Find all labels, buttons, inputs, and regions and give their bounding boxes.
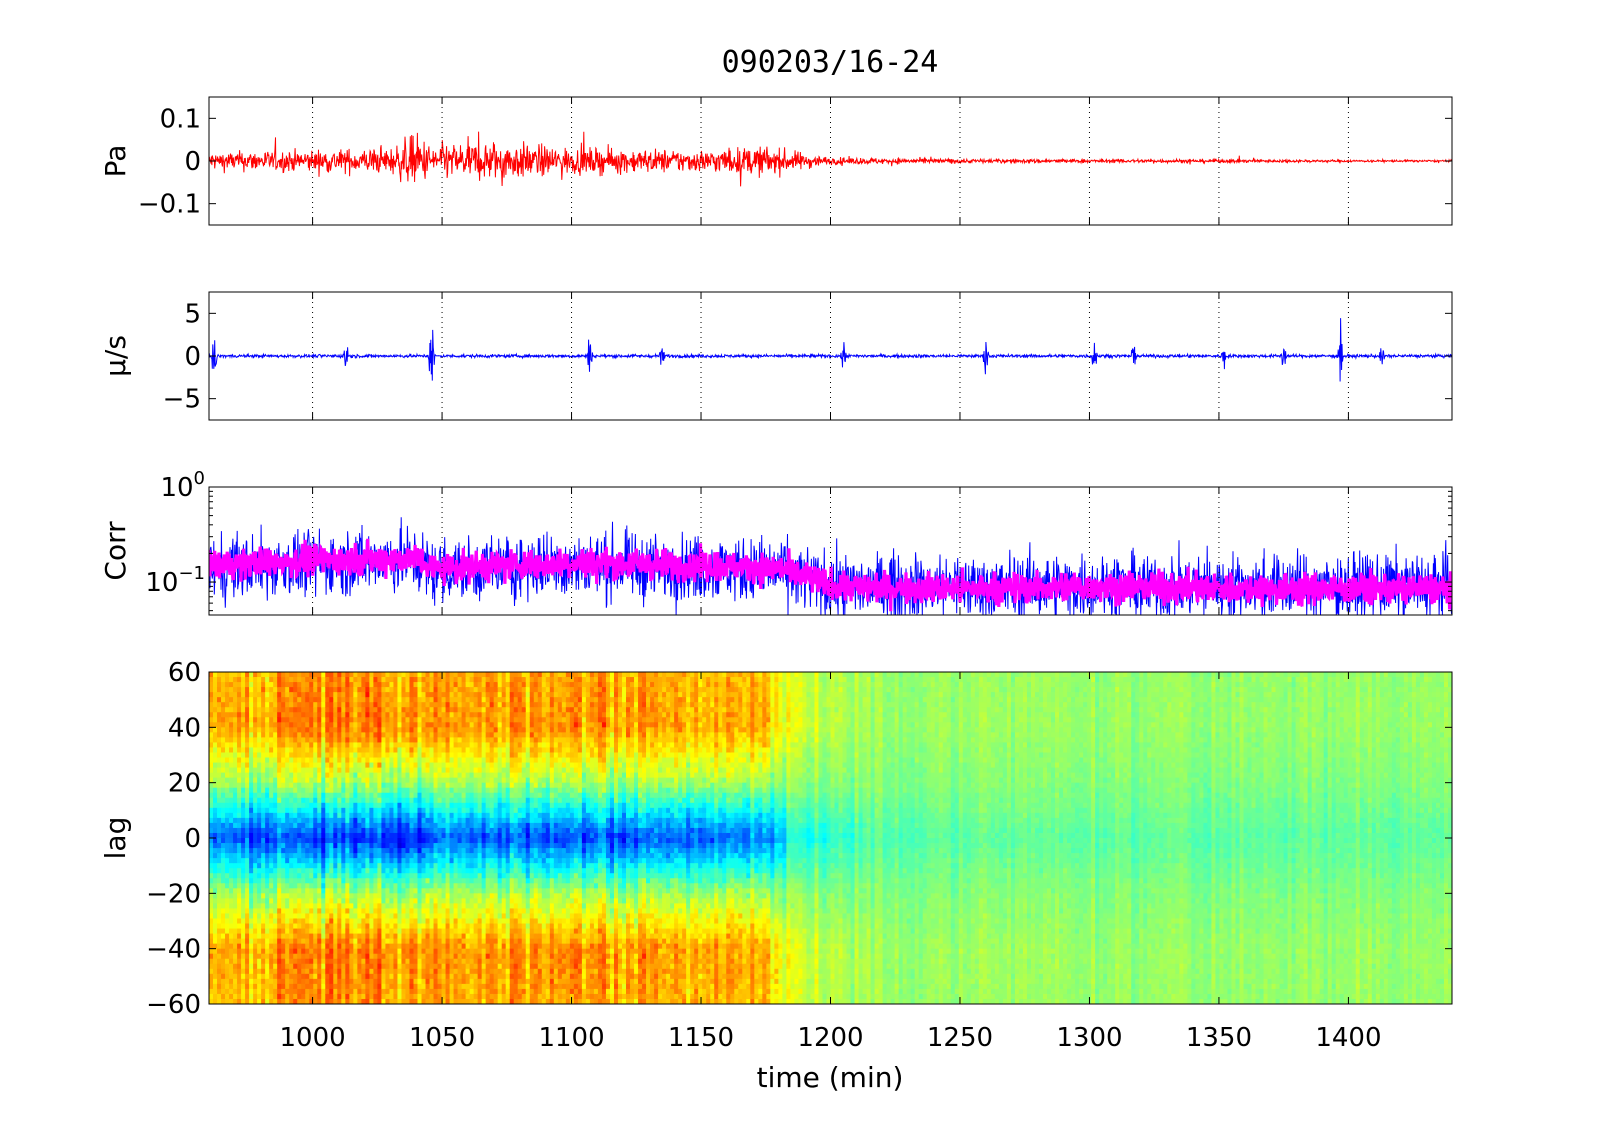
x-tick-label: 1300 <box>1056 1023 1122 1053</box>
y-tick-label: −60 <box>146 990 201 1020</box>
x-tick-label: 1200 <box>797 1023 863 1053</box>
y-axis-label: Pa <box>99 145 132 178</box>
figure-title: 090203/16-24 <box>722 45 939 80</box>
y-tick-label: 10−1 <box>145 563 205 598</box>
subplot-4: 1000 1050 1100 1150 1200 1250 1300 1350 1400 60 40… <box>99 658 1453 1053</box>
y-tick-label: −0.1 <box>138 190 201 220</box>
x-tick-label: 1250 <box>927 1023 993 1053</box>
y-tick-label: −5 <box>163 385 201 415</box>
y-tick-label: 0.1 <box>160 104 201 134</box>
y-tick-label: 5 <box>184 299 201 329</box>
y-tick-label: −20 <box>146 879 201 909</box>
x-tick-label: 1100 <box>538 1023 604 1053</box>
y-tick-label: 0 <box>184 342 201 372</box>
subplot-3: 100 10−1 Corr <box>99 468 1452 615</box>
y-tick-label: 0 <box>184 147 201 177</box>
x-tick-label: 1000 <box>279 1023 345 1053</box>
x-tick-label: 1150 <box>668 1023 734 1053</box>
x-axis-label: time (min) <box>757 1061 904 1094</box>
y-axis-label: Corr <box>99 521 132 581</box>
y-tick-label: 40 <box>168 713 201 743</box>
figure: 090203/16-24 0.1 0 −0.1Pa 5 0 −5 μ/s 100 10−1 Cor… <box>0 0 1597 1124</box>
y-axis-label: lag <box>99 817 132 860</box>
heatmap-cells <box>209 672 1453 1005</box>
subplot-1: 0.1 0 −0.1Pa <box>99 97 1452 225</box>
y-tick-label: 20 <box>168 769 201 799</box>
y-axis-label: μ/s <box>99 335 132 377</box>
y-tick-label: 60 <box>168 658 201 688</box>
subplot-2: 5 0 −5 μ/s <box>99 292 1452 420</box>
x-tick-label: 1050 <box>409 1023 475 1053</box>
y-tick-label: −40 <box>146 935 201 965</box>
x-tick-label: 1400 <box>1315 1023 1381 1053</box>
x-tick-label: 1350 <box>1186 1023 1252 1053</box>
y-tick-label: 100 <box>160 468 205 503</box>
y-tick-label: 0 <box>184 824 201 854</box>
plot-area <box>209 672 1453 1005</box>
